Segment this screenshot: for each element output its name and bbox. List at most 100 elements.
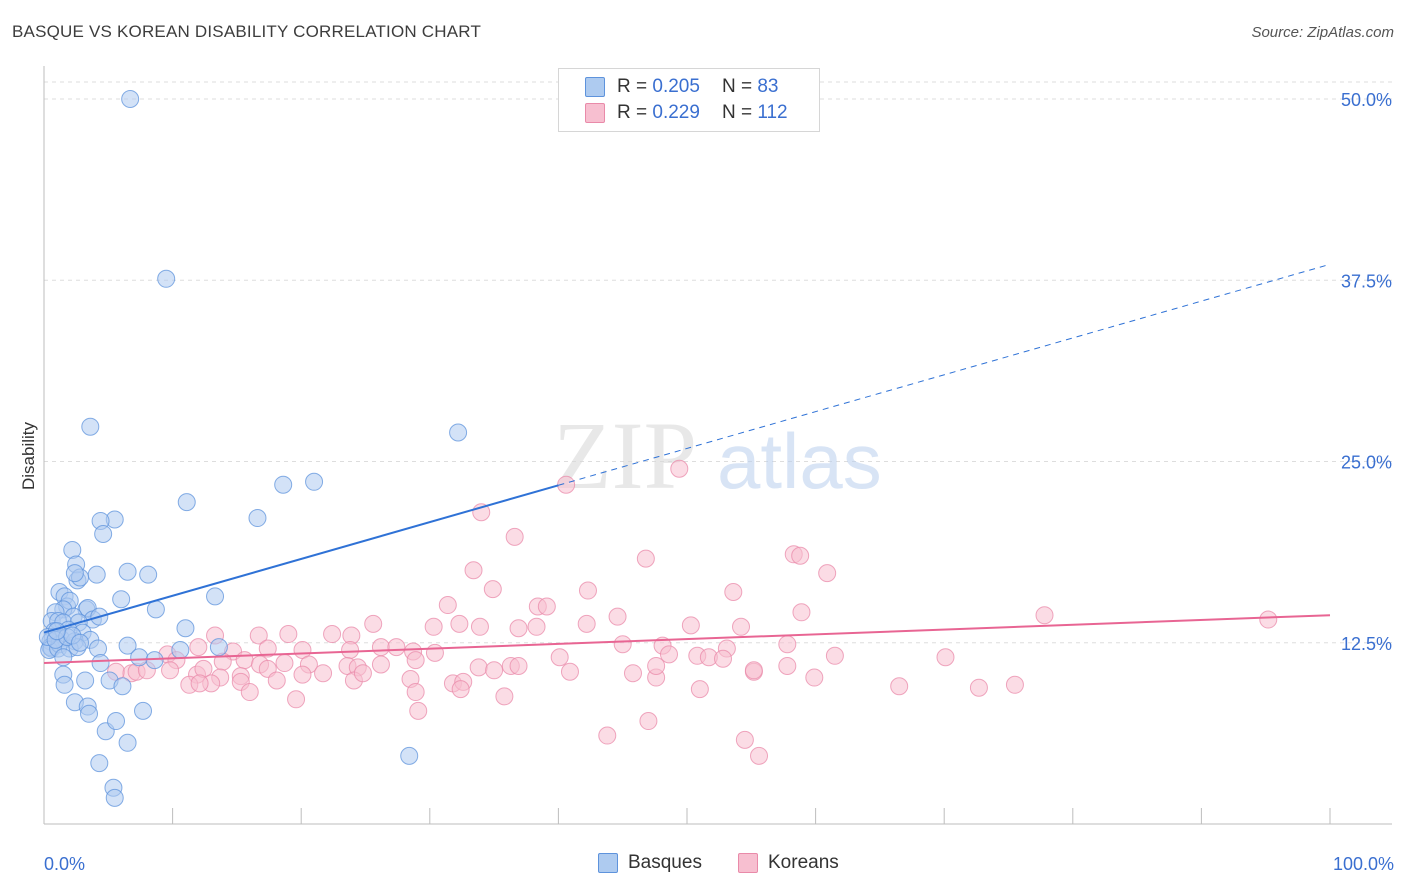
koreans-point [969, 678, 988, 697]
y-tick-label: 37.5% [1341, 271, 1392, 291]
koreans-point [537, 597, 556, 616]
koreans-point [451, 680, 470, 699]
bottom-legend-koreans: Koreans [738, 852, 839, 874]
chart-title: BASQUE VS KOREAN DISABILITY CORRELATION … [12, 22, 482, 41]
koreans-point [406, 683, 425, 702]
koreans-point [341, 641, 360, 659]
koreans-point [161, 661, 180, 680]
koreans-point [267, 671, 286, 690]
basques-point [55, 675, 74, 694]
koreans-point [744, 661, 763, 680]
y-axis-label: Disability [19, 421, 38, 490]
koreans-point [936, 648, 955, 667]
koreans-point [279, 625, 298, 644]
koreans-point [681, 616, 700, 635]
koreans-point [240, 683, 259, 702]
legend-n-label: N = [721, 76, 753, 97]
bottom-swatch-koreans [738, 853, 758, 873]
koreans-point [732, 617, 751, 636]
trend-layer [43, 263, 1331, 665]
koreans-point [639, 712, 658, 731]
koreans-point [791, 546, 810, 565]
koreans-point [495, 687, 514, 706]
koreans-point [190, 674, 209, 693]
basques-point [171, 641, 190, 659]
koreans-point [323, 625, 342, 644]
basques-point [305, 472, 324, 491]
koreans-point [778, 635, 797, 654]
basques-point [91, 654, 110, 673]
axis-layer: 12.5% 25.0% 37.5% 50.0% [43, 66, 1392, 825]
koreans-point [438, 596, 457, 615]
koreans-point [387, 638, 406, 657]
basques-point [76, 671, 95, 690]
koreans-point [724, 583, 743, 601]
basques-trend-line [43, 484, 559, 634]
basques-point [71, 633, 90, 652]
koreans-point [464, 561, 483, 580]
basques-point [118, 636, 137, 655]
koreans-point [371, 638, 390, 657]
basques-point [80, 704, 99, 723]
chart-source: Source: ZipAtlas.com [1251, 24, 1394, 41]
basques-point [90, 754, 109, 773]
y-tick-label: 12.5% [1341, 634, 1392, 654]
legend-n-label: N = [721, 102, 753, 123]
koreans-point [275, 654, 294, 673]
basques-point [118, 562, 137, 581]
legend-swatch-basques [585, 77, 605, 97]
koreans-point [598, 726, 617, 745]
koreans-point [1259, 610, 1278, 629]
koreans-point [509, 619, 528, 638]
basques-point [449, 423, 468, 442]
basques-point [81, 417, 100, 436]
koreans-point [425, 643, 444, 662]
bottom-legend-basques: Basques [598, 852, 702, 874]
koreans-point [469, 658, 488, 677]
basques-point [209, 638, 228, 657]
koreans-point [505, 527, 524, 546]
basques-point [134, 701, 153, 720]
watermark-zip: ZIP [553, 402, 697, 509]
koreans-point [450, 614, 469, 633]
legend-n-value: 83 [757, 76, 779, 97]
basques-point [176, 619, 195, 638]
x-tick-label-min: 0.0% [44, 854, 85, 874]
koreans-point [235, 651, 254, 670]
koreans-point [560, 662, 579, 681]
koreans-point [364, 614, 383, 633]
koreans-point [258, 639, 277, 658]
basques-point [146, 600, 165, 619]
koreans-point [714, 649, 733, 668]
koreans-point [287, 690, 306, 709]
koreans-point [249, 626, 268, 645]
koreans-point [890, 677, 909, 696]
koreans-point [424, 617, 443, 636]
watermark-atlas: atlas [717, 417, 882, 505]
koreans-point [1035, 606, 1054, 625]
koreans-point [825, 646, 844, 665]
bottom-swatch-basques [598, 853, 618, 873]
koreans-point [314, 664, 333, 683]
koreans-point [527, 617, 546, 636]
basques-point [157, 269, 176, 288]
basques-point [274, 475, 293, 494]
basques-point [94, 525, 113, 543]
basques-point [105, 788, 124, 807]
points-layer [38, 90, 1278, 807]
koreans-point [778, 656, 797, 675]
basques-point [139, 565, 158, 584]
koreans-point [818, 564, 837, 583]
koreans-point [623, 664, 642, 683]
koreans-point [1005, 675, 1024, 694]
koreans-point [647, 656, 666, 675]
koreans-point [509, 656, 528, 675]
grid-layer [44, 81, 1392, 644]
basques-point [121, 90, 140, 108]
koreans-point [485, 661, 504, 680]
koreans-point [406, 651, 425, 670]
basques-point [248, 509, 267, 528]
koreans-point [578, 581, 597, 600]
koreans-point [550, 648, 569, 667]
y-tick-label: 25.0% [1341, 453, 1392, 473]
